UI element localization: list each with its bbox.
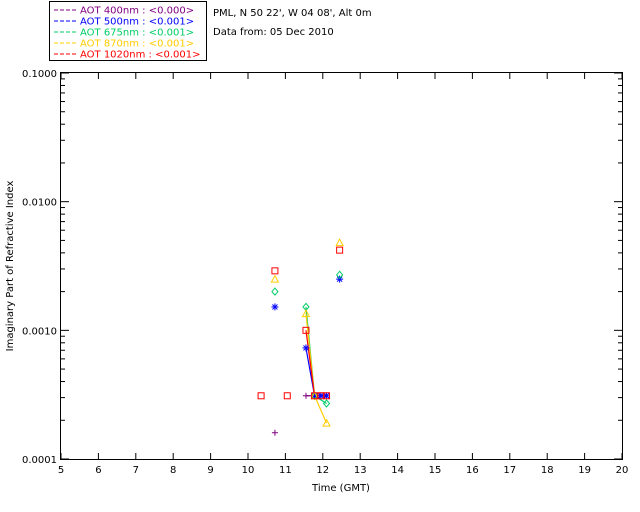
x-tick-label: 20 bbox=[616, 465, 629, 476]
x-tick-label: 12 bbox=[316, 465, 329, 476]
data-point-diamond bbox=[322, 399, 331, 408]
x-tick-label: 11 bbox=[279, 465, 292, 476]
data-point-square bbox=[271, 267, 279, 275]
legend-entry: AOT 400nm : <0.000> bbox=[80, 6, 194, 17]
series-markers bbox=[257, 238, 344, 436]
y-tick-label: 0.0010 bbox=[22, 326, 57, 337]
legend-entry: AOT 870nm : <0.001> bbox=[80, 39, 194, 50]
legend-box bbox=[49, 1, 207, 61]
y-tick-label: 0.0100 bbox=[22, 198, 57, 209]
data-point-triangle bbox=[335, 238, 344, 247]
data-point-asterisk bbox=[271, 303, 279, 311]
data-point-square bbox=[323, 392, 331, 400]
data-point-square bbox=[283, 392, 291, 400]
x-axis-label: Time (GMT) bbox=[311, 483, 370, 494]
x-tick-label: 16 bbox=[466, 465, 479, 476]
y-tick-label: 0.0001 bbox=[22, 455, 57, 466]
data-point-triangle bbox=[301, 309, 311, 318]
data-point-plus bbox=[271, 429, 278, 436]
data-date: Data from: 05 Dec 2010 bbox=[213, 27, 334, 38]
x-tick-label: 5 bbox=[58, 465, 64, 476]
legend-entry: AOT 500nm : <0.001> bbox=[80, 17, 194, 28]
data-point-diamond bbox=[335, 270, 344, 280]
x-tick-label: 10 bbox=[242, 465, 255, 476]
data-point-square bbox=[302, 326, 310, 334]
x-tick-label: 18 bbox=[541, 465, 554, 476]
y-tick-label: 0.1000 bbox=[22, 69, 57, 80]
data-point-triangle bbox=[322, 418, 331, 427]
x-tick-label: 6 bbox=[95, 465, 101, 476]
data-point-square bbox=[336, 246, 344, 254]
legend-entry: AOT 675nm : <0.001> bbox=[80, 28, 194, 39]
data-point-triangle bbox=[270, 274, 280, 283]
x-tick-label: 8 bbox=[170, 465, 176, 476]
x-tick-label: 17 bbox=[503, 465, 516, 476]
x-tick-label: 14 bbox=[391, 465, 404, 476]
data-point-square bbox=[257, 392, 265, 400]
data-point-asterisk bbox=[336, 275, 344, 283]
x-tick-label: 19 bbox=[578, 465, 591, 476]
x-tick-label: 13 bbox=[354, 465, 367, 476]
axes: 5 6 7 8 9 10 11 12 13 14 15 16 17 18 19 20 0.0001 0.0010 0… bbox=[22, 69, 628, 476]
x-tick-label: 7 bbox=[133, 465, 139, 476]
data-point-asterisk bbox=[317, 392, 325, 400]
plot-frame bbox=[60, 72, 623, 460]
series-lines bbox=[305, 306, 328, 424]
y-axis-label: Imaginary Part of Refractive Index bbox=[5, 181, 16, 352]
legend-entry: AOT 1020nm : <0.001> bbox=[80, 50, 200, 61]
legend: AOT 400nm : <0.000>AOT 500nm : <0.001>AO… bbox=[54, 6, 200, 61]
x-tick-label: 15 bbox=[429, 465, 442, 476]
x-tick-label: 9 bbox=[207, 465, 213, 476]
data-point-asterisk bbox=[302, 344, 310, 352]
data-point-plus bbox=[302, 392, 309, 399]
station-info: PML, N 50 22', W 04 08', Alt 0m bbox=[213, 8, 372, 19]
data-point-diamond bbox=[271, 287, 279, 296]
